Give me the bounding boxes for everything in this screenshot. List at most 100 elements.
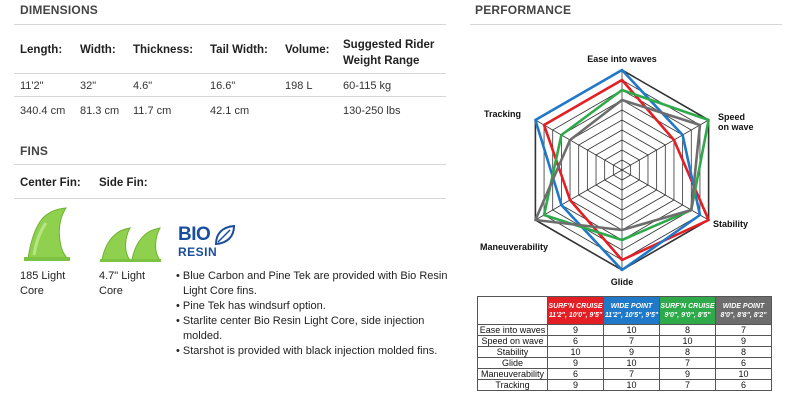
table-row: Maneuverability 6 7 9 10 (477, 368, 772, 380)
fins-note: Light Core fins. (183, 285, 257, 297)
side-fin-label: Side Fin: (99, 177, 148, 189)
table-header-blank (477, 296, 548, 325)
fins-note: • Starlite center Bio Resin Light Core, … (176, 315, 425, 327)
table-cell: 10 (603, 357, 660, 369)
cell-thickness: 4.6" (133, 80, 153, 92)
row-label: Stability (477, 346, 548, 358)
radar-spoke (621, 169, 709, 221)
table-cell: 9 (715, 335, 772, 347)
table-cell: 9 (603, 346, 660, 358)
table-header-row: SURF'N CRUISE 11'2", 10'0", 9'5" WIDE PO… (477, 296, 772, 325)
table-cell: 6 (547, 335, 604, 347)
table-header-name: WIDE POINT (722, 302, 765, 310)
performance-radar-chart: Ease into waves Speed on wave Stability … (480, 54, 754, 287)
table-cell: 8 (659, 324, 716, 336)
center-fin-label: Center Fin: (20, 177, 81, 189)
header-length: Length: (20, 44, 63, 56)
table-cell: 6 (715, 379, 772, 391)
cell-width: 32" (80, 80, 97, 92)
radar-series-line (542, 78, 710, 262)
radar-series-line (534, 68, 702, 272)
table-header-name: SURF'N CRUISE (660, 302, 715, 310)
header-tail-width: Tail Width: (210, 44, 268, 56)
cell-tail-width: 16.6" (210, 80, 236, 92)
header-weight-range: Suggested Rider Weight Range (343, 37, 434, 69)
divider (14, 24, 446, 25)
table-cell: 10 (659, 335, 716, 347)
table-header-name: WIDE POINT (610, 302, 653, 310)
row-label: Ease into waves (477, 324, 548, 336)
row-label: Speed on wave (477, 335, 548, 347)
side-fin-desc-line1: 4.7" Light (99, 270, 146, 282)
performance-table: SURF'N CRUISE 11'2", 10'0", 9'5" WIDE PO… (477, 296, 772, 391)
cell-width-cm: 81.3 cm (80, 105, 120, 117)
side-fins-image (100, 227, 162, 262)
table-cell: 9 (547, 379, 604, 391)
cell-length: 11'2" (20, 80, 44, 92)
cell-volume: 198 L (285, 80, 313, 92)
header-volume: Volume: (285, 44, 330, 56)
table-row: Stability 10 9 8 8 (477, 346, 772, 358)
row-label: Glide (477, 357, 548, 369)
header-weight-range-line2: Weight Range (343, 55, 420, 67)
table-cell: 9 (547, 324, 604, 336)
divider (14, 164, 446, 165)
divider (14, 73, 446, 74)
axis-label-ease-into-waves: Ease into waves (587, 54, 657, 64)
divider (470, 24, 782, 25)
radar-spoke (535, 169, 623, 221)
table-cell: 9 (547, 357, 604, 369)
divider (14, 96, 446, 97)
dimensions-title: DIMENSIONS (20, 3, 99, 17)
radar-spoke (535, 119, 623, 171)
fins-note: • Blue Carbon and Pine Tek are provided … (176, 270, 448, 282)
table-cell: 8 (659, 346, 716, 358)
axis-label-speed-on-wave: Speed on wave (718, 112, 754, 132)
fins-note: • Pine Tek has windsurf option. (176, 300, 326, 312)
fins-note: molded. (183, 330, 223, 342)
table-cell: 10 (603, 324, 660, 336)
table-header-sizes: 11'2", 10'0", 9'5" (548, 311, 603, 319)
side-fin-description: 4.7" Light Core (99, 269, 145, 299)
radar-series-line (542, 88, 710, 242)
table-header-surf-cruise-1: SURF'N CRUISE 11'2", 10'0", 9'5" (547, 296, 604, 325)
table-header-wide-point-1: WIDE POINT 11'2", 10'5", 9'5" (603, 296, 660, 325)
cell-length-cm: 340.4 cm (20, 105, 66, 117)
header-width: Width: (80, 44, 116, 56)
table-header-sizes: 9'0", 9'0", 8'5" (664, 311, 711, 319)
table-cell: 7 (659, 379, 716, 391)
center-fin-desc-line1: 185 Light (20, 270, 66, 282)
table-header-surf-cruise-2: SURF'N CRUISE 9'0", 9'0", 8'5" (659, 296, 716, 325)
table-header-wide-point-2: WIDE POINT 8'0", 8'8", 8'2" (715, 296, 772, 325)
table-row: Tracking 9 10 7 6 (477, 379, 772, 391)
bio-resin-logo: BIO RESIN (178, 224, 240, 264)
fins-note: • Starshot is provided with black inject… (176, 345, 438, 357)
cell-tail-width-cm: 42.1 cm (210, 105, 250, 117)
table-cell: 10 (715, 368, 772, 380)
bio-resin-logo-top: BIO (178, 224, 211, 245)
table-cell: 6 (547, 368, 604, 380)
axis-label-maneuverability: Maneuverability (480, 242, 548, 252)
row-label: Maneuverability (477, 368, 548, 380)
axis-label-tracking: Tracking (484, 109, 521, 119)
table-cell: 9 (659, 368, 716, 380)
table-row: Glide 9 10 7 6 (477, 357, 772, 369)
table-cell: 8 (715, 346, 772, 358)
row-label: Tracking (477, 379, 548, 391)
radar-series-line (534, 98, 702, 232)
leaf-icon (214, 224, 236, 246)
fins-title: FINS (20, 144, 49, 158)
cell-thickness-cm: 11.7 cm (133, 105, 172, 117)
cell-weight-lbs: 130-250 lbs (343, 105, 401, 117)
radar-spoke (621, 119, 709, 171)
table-row: Speed on wave 6 7 10 9 (477, 335, 772, 347)
axis-label-speed-line2: on wave (718, 122, 754, 132)
table-header-name: SURF'N CRUISE (548, 302, 603, 310)
header-thickness: Thickness: (133, 44, 194, 56)
table-header-sizes: 8'0", 8'8", 8'2" (720, 311, 767, 319)
table-cell: 7 (603, 368, 660, 380)
axis-label-speed-line1: Speed (718, 112, 745, 122)
table-cell: 7 (659, 357, 716, 369)
cell-weight-kg: 60-115 kg (343, 80, 392, 92)
table-cell: 7 (603, 335, 660, 347)
